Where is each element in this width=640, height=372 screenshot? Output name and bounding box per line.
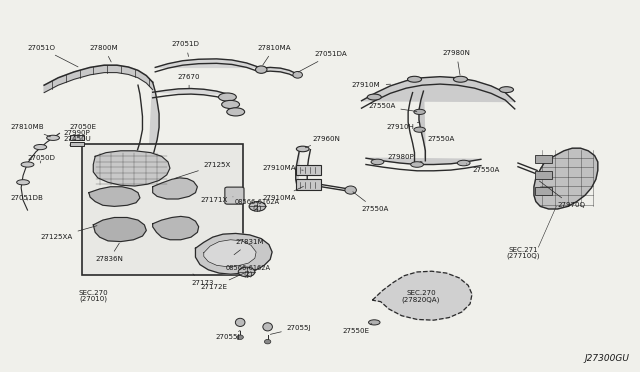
Ellipse shape	[499, 87, 513, 93]
Text: 27910H: 27910H	[387, 122, 419, 130]
Text: (27710Q): (27710Q)	[506, 253, 540, 259]
Text: 27051DB: 27051DB	[10, 195, 43, 201]
Text: (27010): (27010)	[79, 296, 108, 302]
Text: (2): (2)	[253, 204, 262, 211]
FancyBboxPatch shape	[225, 187, 244, 204]
Text: 27173: 27173	[191, 274, 214, 286]
Text: 08566-6162A: 08566-6162A	[226, 264, 271, 270]
Polygon shape	[93, 151, 170, 186]
Text: 27051O: 27051O	[28, 45, 78, 67]
Text: 27910MA: 27910MA	[262, 165, 303, 171]
Text: 27550A: 27550A	[353, 192, 389, 212]
Ellipse shape	[371, 159, 384, 165]
Text: 27810MB: 27810MB	[10, 125, 51, 137]
Text: 27051D: 27051D	[172, 41, 200, 57]
Bar	[534, 171, 552, 179]
Polygon shape	[419, 91, 426, 161]
Polygon shape	[296, 150, 300, 189]
Text: 27171X: 27171X	[200, 197, 233, 203]
Polygon shape	[93, 218, 147, 241]
Ellipse shape	[255, 66, 267, 73]
Text: 27450U: 27450U	[63, 135, 91, 145]
Text: (2): (2)	[244, 270, 253, 277]
Circle shape	[249, 202, 266, 211]
Polygon shape	[156, 59, 259, 67]
Ellipse shape	[263, 323, 273, 331]
Ellipse shape	[454, 76, 467, 82]
Polygon shape	[366, 158, 481, 164]
Polygon shape	[534, 148, 598, 209]
Polygon shape	[153, 178, 197, 199]
Text: 27980N: 27980N	[443, 50, 470, 75]
Circle shape	[238, 267, 255, 277]
Text: 27550E: 27550E	[343, 324, 372, 334]
Ellipse shape	[414, 109, 426, 115]
Ellipse shape	[408, 76, 422, 82]
Text: 27960N: 27960N	[305, 135, 340, 148]
Bar	[534, 187, 552, 195]
Polygon shape	[372, 271, 472, 320]
Text: 27550A: 27550A	[422, 131, 454, 142]
Ellipse shape	[34, 144, 47, 150]
Bar	[70, 141, 84, 146]
Bar	[296, 179, 321, 190]
Text: 27172E: 27172E	[200, 273, 244, 290]
Ellipse shape	[237, 335, 243, 339]
Text: 27980P: 27980P	[388, 154, 422, 162]
Ellipse shape	[411, 162, 424, 167]
Ellipse shape	[218, 93, 236, 101]
Text: 08566-6162A: 08566-6162A	[235, 199, 280, 205]
Ellipse shape	[458, 160, 470, 166]
Text: 27550A: 27550A	[467, 164, 499, 173]
Polygon shape	[195, 234, 272, 274]
Polygon shape	[261, 67, 296, 73]
Text: 27800M: 27800M	[90, 45, 118, 62]
Polygon shape	[149, 82, 159, 163]
Polygon shape	[153, 217, 198, 240]
Polygon shape	[153, 89, 227, 94]
Polygon shape	[362, 77, 515, 102]
Ellipse shape	[367, 94, 381, 100]
Text: SEC.270: SEC.270	[406, 291, 436, 296]
Text: 27990P: 27990P	[63, 130, 90, 140]
Text: J27300GU: J27300GU	[585, 354, 630, 363]
Bar	[70, 135, 84, 140]
Polygon shape	[89, 187, 140, 206]
Text: 27125X: 27125X	[175, 161, 231, 179]
FancyBboxPatch shape	[83, 144, 243, 275]
Text: 27050D: 27050D	[28, 155, 56, 163]
Ellipse shape	[293, 71, 303, 78]
Text: 27910M: 27910M	[352, 82, 390, 88]
Ellipse shape	[236, 318, 245, 327]
Text: 27055J: 27055J	[270, 325, 312, 334]
Text: 27836N: 27836N	[95, 243, 123, 262]
Polygon shape	[44, 65, 153, 93]
Text: 27550A: 27550A	[368, 103, 417, 112]
Text: 27831M: 27831M	[234, 239, 264, 255]
Text: 27970Q: 27970Q	[540, 181, 586, 208]
Text: 27670: 27670	[178, 74, 200, 89]
Text: 27055J: 27055J	[215, 331, 240, 340]
Text: (27820QA): (27820QA)	[402, 296, 440, 303]
Text: SEC.271: SEC.271	[508, 247, 538, 253]
Text: 27810MA: 27810MA	[257, 45, 291, 65]
Text: 27051DA: 27051DA	[298, 51, 348, 72]
Ellipse shape	[17, 180, 29, 185]
Ellipse shape	[414, 127, 426, 132]
Ellipse shape	[296, 146, 309, 152]
Ellipse shape	[264, 339, 271, 344]
Bar	[534, 155, 552, 163]
Ellipse shape	[345, 186, 356, 194]
Ellipse shape	[221, 100, 239, 109]
Ellipse shape	[47, 135, 60, 140]
Ellipse shape	[227, 108, 244, 116]
Text: SEC.270: SEC.270	[79, 290, 108, 296]
Ellipse shape	[21, 162, 34, 167]
Ellipse shape	[369, 320, 380, 325]
Text: 27050E: 27050E	[70, 124, 97, 137]
Polygon shape	[204, 240, 256, 267]
Bar	[296, 164, 321, 175]
Text: 27125XA: 27125XA	[40, 226, 97, 240]
Text: 27910MA: 27910MA	[262, 186, 303, 201]
